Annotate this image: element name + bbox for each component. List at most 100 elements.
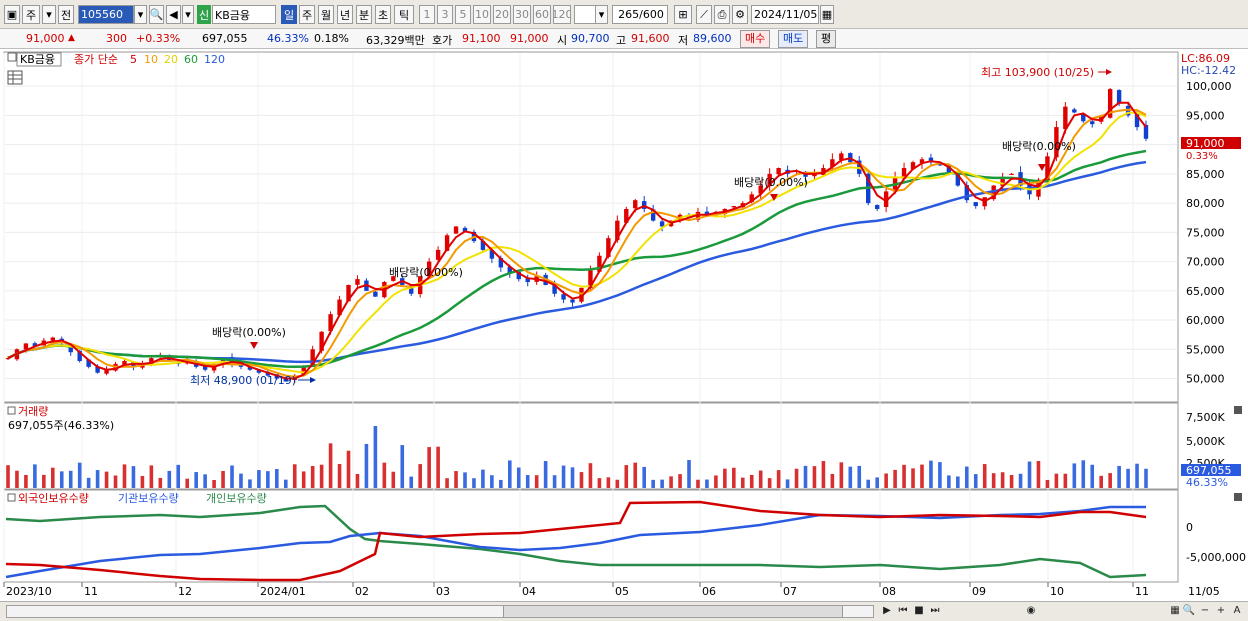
volume-bar <box>328 443 333 488</box>
holdings-panel-menu-icon[interactable] <box>7 493 16 502</box>
volume-bar <box>113 475 118 488</box>
minute-60-button[interactable]: 60 <box>533 5 551 24</box>
volume-panel-close-icon[interactable] <box>1234 406 1242 414</box>
stock-name-field[interactable]: KB금융 <box>212 5 276 24</box>
volume-info: 697,055주(46.33%) <box>8 419 114 432</box>
volume-bar <box>95 470 100 488</box>
minute-1-button[interactable]: 1 <box>419 5 435 24</box>
candle-body <box>202 365 208 370</box>
volume-bar <box>803 465 808 488</box>
data-count-field[interactable]: 265/600 <box>612 5 668 24</box>
price-tick-label: 70,000 <box>1186 256 1225 269</box>
calendar-icon[interactable]: ▦ <box>820 5 834 24</box>
candle-body <box>498 257 504 268</box>
volume-bar <box>911 468 915 488</box>
play-icon[interactable]: ▶ <box>883 605 891 616</box>
candle-body <box>552 283 557 294</box>
price-grid <box>5 85 1177 380</box>
window-icon[interactable]: ▣ <box>4 5 20 24</box>
chevron-down-icon[interactable]: ▾ <box>42 5 56 24</box>
zoom-icon[interactable]: 🔍 <box>1182 605 1196 616</box>
volume-panel-menu-icon[interactable] <box>7 406 16 415</box>
candle-body <box>597 255 602 272</box>
candle-tool-icon[interactable]: ⊞ <box>674 5 692 24</box>
panel-menu-icon[interactable] <box>7 52 17 62</box>
scrollbar-thumb[interactable] <box>503 606 843 617</box>
rewind-icon[interactable]: ⏮ <box>898 605 908 616</box>
candle-body <box>23 343 29 350</box>
period-tick-button[interactable]: 틱 <box>394 5 414 24</box>
market-select[interactable]: 주 <box>22 5 40 24</box>
minute-120-button[interactable]: 120 <box>553 5 571 24</box>
candle-body <box>776 168 781 175</box>
candle-body <box>812 173 817 177</box>
speaker-icon[interactable]: ◀ <box>166 5 181 24</box>
candle-body <box>767 173 772 187</box>
candle-body <box>1143 124 1149 139</box>
candle-body <box>355 279 360 285</box>
code-dropdown-icon[interactable]: ▾ <box>134 5 147 24</box>
table-icon[interactable] <box>7 70 23 85</box>
volume-bar <box>1144 468 1148 488</box>
minute-10-button[interactable]: 10 <box>473 5 491 24</box>
buy-button[interactable]: 매수 <box>740 30 771 48</box>
volume-bar <box>221 470 225 488</box>
zoom-in-icon[interactable]: + <box>1216 605 1226 616</box>
low-price: 89,600 <box>693 32 732 45</box>
search-icon[interactable]: 🔍 <box>149 5 164 24</box>
period-year-button[interactable]: 년 <box>337 5 353 24</box>
horizontal-scrollbar[interactable] <box>6 605 874 618</box>
candle-body <box>633 200 638 209</box>
holdings-panel-close-icon[interactable] <box>1234 493 1242 501</box>
draw-tool-icon[interactable]: ⟋ <box>696 5 712 24</box>
open-label: 시 <box>557 34 568 47</box>
zoom-out-icon[interactable]: − <box>1200 605 1210 616</box>
price-panel-title: KB금융 <box>20 53 55 66</box>
candle-body <box>77 350 82 361</box>
eval-button[interactable]: 평 <box>816 30 837 48</box>
period-week-button[interactable]: 주 <box>299 5 315 24</box>
chart-canvas[interactable]: 100,00095,00090,00085,00080,00075,00070,… <box>0 49 1248 601</box>
sell-button[interactable]: 매도 <box>778 30 809 48</box>
volume: 697,055 <box>202 32 248 45</box>
volume-bar <box>257 470 261 488</box>
forward-icon[interactable]: ⏭ <box>930 605 940 616</box>
prev-button[interactable]: 전 <box>58 5 74 24</box>
stop-icon[interactable]: ■ <box>914 605 924 616</box>
minute-30-button[interactable]: 30 <box>513 5 531 24</box>
volume-bar <box>301 471 306 488</box>
date-input[interactable]: 2024/11/05 <box>751 5 819 24</box>
volume-bar <box>767 478 772 488</box>
candle-body <box>704 211 710 215</box>
zoom-reset-icon[interactable]: ◉ <box>1026 605 1036 616</box>
minute-20-button[interactable]: 20 <box>493 5 511 24</box>
candle-body <box>1063 106 1068 130</box>
candle-body <box>731 206 737 208</box>
font-size-icon[interactable]: A <box>1233 605 1241 616</box>
custom-period-dropdown-icon[interactable]: ▾ <box>595 5 608 24</box>
minute-3-button[interactable]: 3 <box>437 5 453 24</box>
period-minute-button[interactable]: 분 <box>356 5 372 24</box>
speaker-dropdown-icon[interactable]: ▾ <box>182 5 194 24</box>
period-day-button[interactable]: 일 <box>281 5 297 24</box>
grid-toggle-icon[interactable]: ▦ <box>1170 605 1180 616</box>
gear-icon[interactable]: ⚙ <box>732 5 748 24</box>
volume-bar <box>42 474 46 488</box>
volume-bar <box>938 462 942 488</box>
volume-bar <box>507 460 512 488</box>
chart-area[interactable]: 100,00095,00090,00085,00080,00075,00070,… <box>0 49 1248 621</box>
bid-price: 91,000 <box>510 32 549 45</box>
candle-body <box>1098 115 1104 122</box>
minute-5-button[interactable]: 5 <box>455 5 471 24</box>
period-month-button[interactable]: 월 <box>318 5 334 24</box>
price-tick-label: 50,000 <box>1186 373 1225 386</box>
volume-bar <box>275 469 279 488</box>
period-second-button[interactable]: 초 <box>375 5 391 24</box>
volume-bar <box>292 464 297 488</box>
volume-bar <box>633 462 638 488</box>
volume-bar <box>400 445 405 488</box>
individual-holdings-label: 개인보유수량 <box>206 492 267 505</box>
stock-code-input[interactable]: 105560 <box>78 5 134 24</box>
print-icon[interactable]: ⎙ <box>714 5 730 24</box>
candle-body <box>964 185 969 201</box>
